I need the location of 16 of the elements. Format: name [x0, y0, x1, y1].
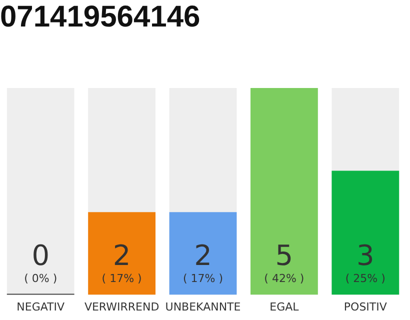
x-tick-label: POSITIV [344, 300, 388, 314]
annotation: ( 0% ) [24, 272, 58, 285]
data-label: 2 [112, 238, 131, 272]
annotation: ( 42% ) [264, 272, 304, 285]
annotation: ( 17% ) [182, 272, 224, 285]
data-label: 2 [194, 238, 212, 272]
annotation: ( 25% ) [345, 272, 386, 285]
x-tick-label: NEGATIV [16, 300, 65, 314]
x-tick-label: VERWIRREND [84, 300, 160, 314]
x-tick-label: EGAL [270, 300, 300, 314]
annotation: ( 17% ) [102, 272, 142, 285]
x-tick-label: UNBEKANNTE [165, 300, 241, 314]
data-label: 5 [275, 238, 294, 272]
data-label: 0 [32, 238, 50, 272]
data-label: 3 [356, 238, 374, 272]
chart-title: 071419564146 [0, 0, 200, 34]
